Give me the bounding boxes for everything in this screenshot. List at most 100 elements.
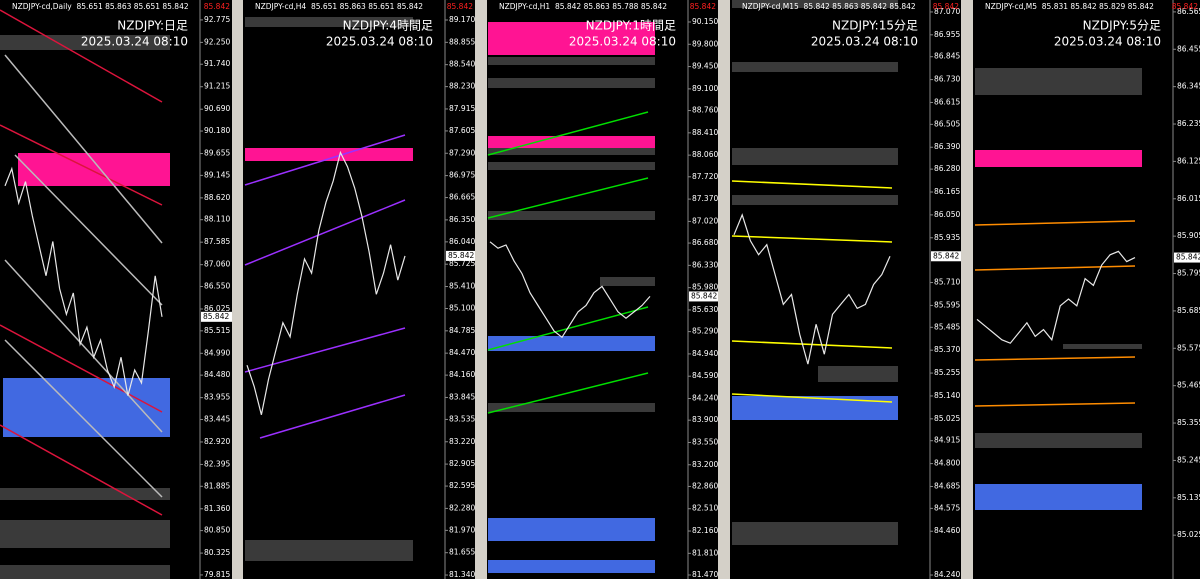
- zone: [732, 195, 898, 205]
- zone: [0, 488, 170, 500]
- price-tick-label: 83.220: [449, 437, 475, 446]
- price-tick-label: 85.025: [1177, 530, 1200, 539]
- symbol-header: NZDJPY-cd,Daily 85.651 85.863 85.651 85.…: [12, 2, 189, 11]
- price-tick-label: 86.235: [1177, 119, 1200, 128]
- price-tick-label: 86.665: [449, 193, 475, 202]
- price-tick-label: 86.015: [1177, 194, 1200, 203]
- price-tick-label: 84.575: [934, 503, 960, 512]
- price-tick-label: 85.135: [1177, 493, 1200, 502]
- price-tick-label: 88.760: [692, 106, 718, 115]
- trend-line: [4, 259, 163, 433]
- price-tick-label: 84.240: [934, 570, 960, 579]
- trend-line: [487, 177, 649, 219]
- zone: [488, 57, 655, 65]
- price-tick-label: 81.470: [692, 570, 718, 579]
- price-tick-label: 90.180: [204, 126, 230, 135]
- trend-line: [974, 402, 1136, 407]
- price-tick-label: 86.050: [934, 210, 960, 219]
- chart-time: 2025.03.24 08:10: [811, 35, 918, 49]
- price-tick-label: 85.370: [934, 345, 960, 354]
- price-tick-label: 85.795: [1177, 269, 1200, 278]
- price-tick-label: 86.505: [934, 119, 960, 128]
- price-marker: [446, 250, 475, 261]
- zone: [818, 366, 898, 382]
- price-tick-label: 82.280: [449, 503, 475, 512]
- price-tick-label: 92.250: [204, 37, 230, 46]
- price-tick-label: 87.585: [204, 237, 230, 246]
- zone: [732, 0, 898, 8]
- price-tick-label: 85.515: [204, 326, 230, 335]
- price-tick-label: 81.340: [449, 570, 475, 579]
- bid-label: 85.842: [690, 2, 716, 11]
- chart-title: NZDJPY:日足: [117, 19, 188, 33]
- price-tick-label: 86.125: [1177, 156, 1200, 165]
- price-tick-label: 82.860: [692, 481, 718, 490]
- price-tick-label: 84.240: [692, 394, 718, 403]
- price-tick-label: 88.110: [204, 215, 230, 224]
- price-tick-label: 86.565: [1177, 7, 1200, 16]
- price-tick-label: 85.465: [1177, 381, 1200, 390]
- chart-panel: 92.775 92.250 91.740 91.215 90.690 90.180 89.6…: [0, 0, 232, 579]
- zone: [1063, 344, 1142, 349]
- price-tick-label: 89.100: [692, 84, 718, 93]
- price-tick-label: 85.935: [934, 233, 960, 242]
- price-tick-label: 86.615: [934, 97, 960, 106]
- price-tick-label: 83.200: [692, 460, 718, 469]
- price-tick-label: 85.290: [692, 327, 718, 336]
- symbol-header: NZDJPY-cd,M5 85.831 85.842 85.829 85.842: [985, 2, 1154, 11]
- trend-line: [487, 111, 649, 156]
- zone: [488, 403, 655, 412]
- price-tick-label: 85.710: [934, 278, 960, 287]
- price-marker-label: 85.842: [691, 291, 717, 300]
- zone: [488, 162, 655, 170]
- price-tick-label: 86.550: [204, 282, 230, 291]
- price-tick-label: 82.395: [204, 459, 230, 468]
- trend-line: [14, 154, 163, 306]
- price-tick-label: 84.590: [692, 371, 718, 380]
- price-tick-label: 84.785: [449, 326, 475, 335]
- price-tick-label: 86.040: [449, 237, 475, 246]
- price-tick-label: 85.595: [934, 300, 960, 309]
- price-tick-label: 85.485: [934, 322, 960, 331]
- price-tick-label: 86.330: [692, 260, 718, 269]
- trend-line: [4, 339, 163, 498]
- price-line: [976, 250, 1136, 344]
- price-marker-label: 85.842: [203, 312, 229, 321]
- price-tick-label: 84.685: [934, 481, 960, 490]
- price-tick-label: 80.325: [204, 548, 230, 557]
- price-marker-label: 85.842: [1176, 253, 1200, 262]
- price-tick-label: 84.480: [204, 370, 230, 379]
- zone: [975, 433, 1142, 448]
- price-tick-label: 88.620: [204, 193, 230, 202]
- price-tick-label: 79.815: [204, 570, 230, 579]
- zone: [488, 211, 655, 220]
- trend-line: [731, 235, 893, 243]
- price-tick-label: 90.150: [692, 17, 718, 26]
- zone: [488, 78, 655, 88]
- trend-line: [0, 9, 163, 103]
- trend-line: [259, 394, 406, 439]
- zone: [732, 62, 898, 72]
- zone: [0, 565, 170, 579]
- price-tick-label: 87.720: [692, 172, 718, 181]
- price-tick-label: 80.850: [204, 526, 230, 535]
- price-tick-label: 86.955: [934, 30, 960, 39]
- price-tick-label: 87.020: [692, 216, 718, 225]
- price-tick-label: 88.230: [449, 82, 475, 91]
- price-tick-label: 88.540: [449, 60, 475, 69]
- trend-line: [0, 124, 163, 206]
- price-tick-label: 91.215: [204, 82, 230, 91]
- price-tick-label: 89.450: [692, 62, 718, 71]
- zone: [732, 522, 898, 545]
- zone: [245, 540, 413, 561]
- price-tick-label: 81.970: [449, 525, 475, 534]
- zone: [0, 35, 170, 50]
- price-marker-label: 85.842: [933, 251, 959, 260]
- trend-line: [0, 424, 163, 516]
- price-tick-label: 85.245: [1177, 455, 1200, 464]
- price-tick-label: 86.025: [204, 304, 230, 313]
- trend-line: [974, 220, 1136, 226]
- price-tick-label: 85.685: [1177, 306, 1200, 315]
- trend-line: [974, 356, 1136, 361]
